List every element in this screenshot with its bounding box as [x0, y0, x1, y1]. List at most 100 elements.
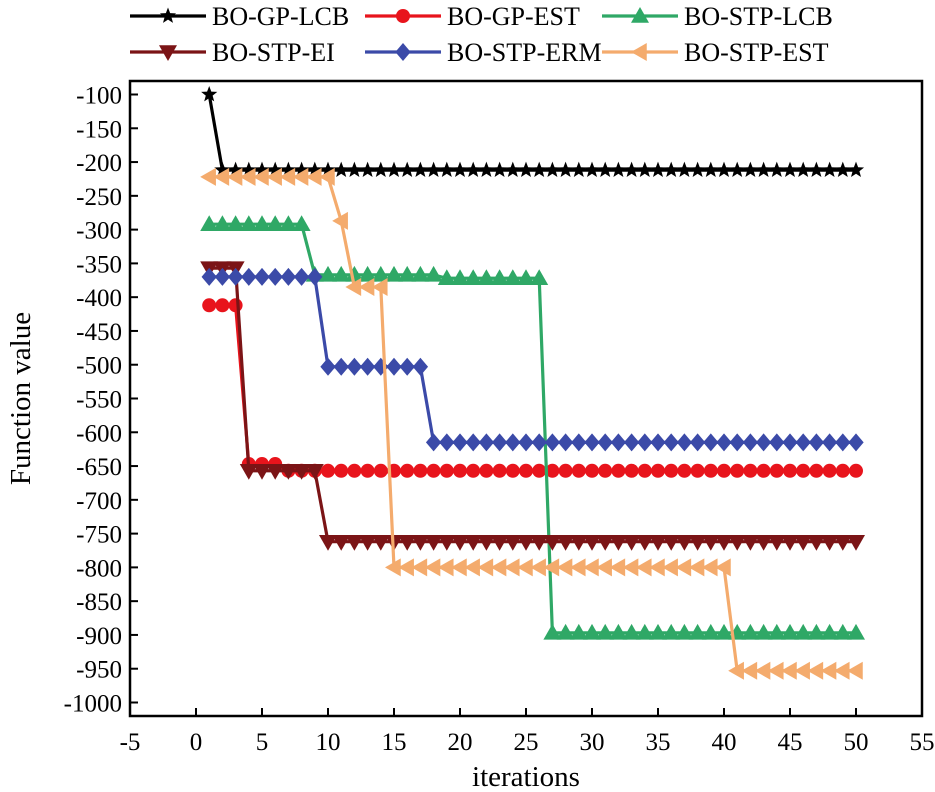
data-point-bo-gp-est — [321, 463, 335, 478]
data-point-bo-stp-lcb — [451, 269, 469, 286]
data-point-bo-stp-erm — [782, 433, 798, 452]
data-point-bo-stp-erm — [201, 267, 217, 286]
data-point-bo-stp-ei — [332, 534, 351, 551]
data-point-bo-gp-est — [505, 463, 520, 478]
legend-label: BO-STP-EST — [684, 38, 829, 67]
data-point-bo-gp-est — [598, 463, 613, 478]
data-point-bo-gp-est — [809, 463, 824, 478]
data-point-bo-stp-ei — [239, 464, 258, 480]
data-point-bo-stp-erm — [769, 433, 785, 452]
data-point-bo-stp-est — [464, 558, 480, 577]
data-point-bo-gp-lcb — [729, 161, 746, 178]
data-point-bo-stp-lcb — [292, 215, 311, 231]
data-point-bo-stp-est — [556, 558, 573, 577]
data-point-bo-gp-est — [664, 463, 679, 478]
data-point-bo-gp-est — [426, 463, 441, 478]
data-point-bo-stp-ei — [820, 534, 839, 551]
data-point-bo-gp-lcb — [715, 161, 733, 178]
data-point-bo-gp-est — [360, 463, 375, 478]
data-point-bo-stp-erm — [254, 267, 270, 286]
data-point-bo-stp-erm — [227, 267, 244, 286]
data-point-bo-stp-lcb — [767, 623, 786, 640]
series-bo-stp-est — [200, 167, 863, 680]
data-point-bo-gp-lcb — [491, 161, 508, 178]
data-point-bo-stp-est — [688, 558, 705, 577]
data-point-bo-stp-ei — [781, 534, 799, 551]
data-point-bo-stp-ei — [596, 534, 615, 551]
legend-label: BO-STP-EI — [212, 38, 335, 67]
legend-label: BO-GP-LCB — [212, 2, 349, 31]
data-point-bo-gp-est — [756, 463, 771, 478]
data-point-bo-stp-erm — [505, 433, 521, 452]
data-point-bo-stp-est — [530, 558, 546, 577]
data-point-bo-stp-est — [675, 558, 692, 577]
data-point-bo-gp-lcb — [267, 161, 284, 178]
y-tick-label: -750 — [76, 522, 122, 549]
data-point-bo-stp-lcb — [398, 265, 417, 282]
data-point-bo-stp-erm — [676, 433, 693, 452]
data-point-bo-stp-lcb — [477, 269, 496, 286]
data-point-bo-stp-erm — [742, 433, 759, 452]
data-point-bo-stp-est — [649, 558, 665, 577]
data-point-bo-stp-erm — [689, 433, 706, 452]
data-point-bo-stp-lcb — [635, 623, 654, 640]
y-tick-label: -800 — [76, 555, 122, 582]
data-point-bo-gp-lcb — [465, 161, 482, 178]
x-tick-label: 20 — [448, 729, 473, 756]
data-point-bo-stp-ei — [517, 534, 535, 551]
data-point-bo-gp-lcb — [214, 161, 231, 178]
data-point-bo-stp-est — [662, 558, 678, 577]
data-point-bo-stp-ei — [662, 534, 681, 551]
data-point-bo-stp-lcb — [345, 265, 364, 282]
data-point-bo-stp-est — [385, 558, 401, 577]
data-point-bo-gp-est — [585, 463, 599, 478]
data-point-bo-gp-est — [730, 463, 745, 478]
data-point-bo-stp-lcb — [490, 269, 509, 286]
data-point-bo-stp-lcb — [847, 623, 865, 640]
data-point-bo-gp-est — [519, 463, 533, 478]
data-point-bo-stp-lcb — [332, 265, 351, 282]
x-axis: -5 0 5 10 15 20 25 30 35 40 45 50 55 — [120, 708, 935, 756]
data-point-bo-stp-lcb — [517, 269, 535, 286]
data-point-bo-gp-est — [796, 463, 811, 478]
data-point-bo-gp-lcb — [346, 161, 363, 178]
data-point-bo-gp-est — [849, 463, 863, 478]
y-tick-label: -1000 — [64, 690, 122, 717]
data-point-bo-stp-est — [213, 167, 230, 186]
series-bo-gp-lcb — [201, 86, 865, 178]
data-point-bo-gp-lcb — [438, 161, 455, 178]
data-point-bo-gp-est — [743, 463, 758, 478]
data-point-bo-stp-lcb — [385, 265, 403, 282]
data-point-bo-stp-lcb — [411, 265, 430, 282]
data-point-bo-stp-erm — [491, 433, 508, 452]
data-point-bo-stp-erm — [610, 433, 627, 452]
data-point-bo-stp-lcb — [543, 623, 562, 640]
data-point-bo-stp-ei — [424, 534, 443, 551]
data-point-bo-stp-erm — [333, 357, 349, 376]
data-point-bo-gp-est — [835, 463, 850, 478]
data-point-bo-gp-lcb — [333, 161, 350, 178]
data-point-bo-stp-est — [253, 167, 269, 186]
data-point-bo-stp-est — [292, 167, 309, 186]
data-point-bo-gp-lcb — [531, 161, 548, 178]
data-point-bo-stp-lcb — [583, 623, 601, 640]
data-point-bo-gp-lcb — [610, 161, 627, 178]
data-point-bo-stp-ei — [292, 464, 311, 480]
data-point-bo-gp-lcb — [451, 161, 469, 178]
data-point-bo-gp-est — [611, 463, 626, 478]
data-point-bo-gp-est — [228, 298, 243, 313]
x-tick-label: 50 — [844, 729, 869, 756]
data-point-bo-stp-lcb — [424, 265, 443, 282]
data-point-bo-gp-est — [466, 463, 481, 478]
data-point-bo-stp-erm — [571, 433, 587, 452]
legend-label: BO-GP-EST — [447, 2, 580, 31]
data-point-bo-stp-est — [226, 167, 243, 186]
data-point-bo-stp-est — [503, 558, 520, 577]
data-point-bo-stp-ei — [609, 534, 628, 551]
y-tick-label: -200 — [76, 150, 122, 177]
data-point-bo-stp-erm — [439, 433, 455, 452]
data-point-bo-gp-est — [492, 463, 507, 478]
data-point-bo-stp-ei — [754, 534, 773, 551]
data-point-bo-gp-est — [453, 463, 467, 478]
